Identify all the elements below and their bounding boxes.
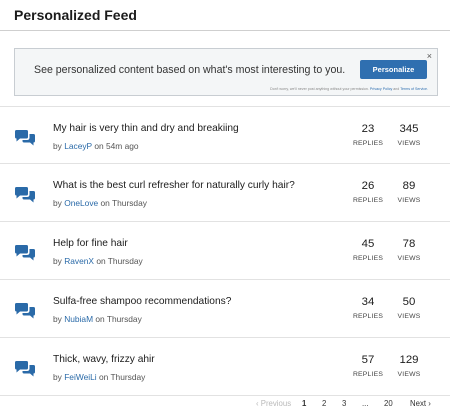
topic-title-link[interactable]: Sulfa-free shampoo recommendations? — [53, 296, 232, 307]
views-label: VIEWS — [397, 197, 421, 204]
topic-title-link[interactable]: Help for fine hair — [53, 238, 128, 249]
topic-meta: by FeiWeiLi on Thursday — [53, 372, 145, 382]
by-label: by — [53, 372, 62, 382]
views-count: 89 — [402, 180, 416, 192]
replies-label: REPLIES — [352, 140, 384, 147]
chat-bubbles-icon — [15, 303, 35, 319]
by-label: by — [53, 256, 62, 266]
views-label: VIEWS — [397, 255, 421, 262]
replies-label: REPLIES — [352, 197, 384, 204]
personalize-button[interactable]: Personalize — [360, 60, 427, 79]
views-stat: 129 VIEWS — [389, 354, 429, 378]
personalize-banner: See personalized content based on what's… — [14, 48, 438, 96]
topic-row[interactable]: Help for fine hair by RavenX on Thursday… — [0, 222, 450, 280]
chat-bubbles-icon — [15, 130, 35, 146]
topic-row[interactable]: Thick, wavy, frizzy ahir by FeiWeiLi on … — [0, 338, 450, 396]
views-label: VIEWS — [397, 140, 421, 147]
views-stat: 50 VIEWS — [389, 296, 429, 320]
by-label: by — [53, 314, 62, 324]
views-count: 129 — [399, 354, 419, 366]
replies-stat: 26 REPLIES — [348, 180, 388, 204]
page-title: Personalized Feed — [14, 7, 137, 23]
previous-page-link[interactable]: ‹ Previous — [256, 399, 292, 408]
topic-title-link[interactable]: My hair is very thin and dry and breakii… — [53, 123, 239, 134]
replies-count: 23 — [361, 123, 375, 135]
page-link-2[interactable]: 2 — [322, 399, 327, 408]
replies-stat: 57 REPLIES — [348, 354, 388, 378]
author-link[interactable]: NubiaM — [64, 314, 94, 324]
pagination: ‹ Previous 1 2 3 ... 20 Next › — [0, 399, 450, 413]
replies-label: REPLIES — [352, 255, 384, 262]
replies-count: 34 — [361, 296, 375, 308]
topic-row[interactable]: My hair is very thin and dry and breakii… — [0, 106, 450, 164]
replies-count: 45 — [361, 238, 375, 250]
author-link[interactable]: RavenX — [64, 256, 94, 266]
topic-meta: by RavenX on Thursday — [53, 256, 143, 266]
by-label: by — [53, 141, 62, 151]
topic-meta: by NubiaM on Thursday — [53, 314, 142, 324]
author-link[interactable]: LaceyP — [64, 141, 92, 151]
replies-label: REPLIES — [352, 313, 384, 320]
views-count: 345 — [399, 123, 419, 135]
replies-count: 26 — [361, 180, 375, 192]
chat-bubbles-icon — [15, 187, 35, 203]
posted-time: on Thursday — [95, 314, 142, 324]
page-ellipsis: ... — [362, 399, 369, 408]
views-label: VIEWS — [397, 371, 421, 378]
page-link-20[interactable]: 20 — [384, 399, 393, 408]
disclaimer-and: and — [393, 87, 400, 91]
topic-row[interactable]: What is the best curl refresher for natu… — [0, 164, 450, 222]
topic-list: My hair is very thin and dry and breakii… — [0, 106, 450, 396]
page-link-1[interactable]: 1 — [302, 399, 307, 408]
close-icon[interactable]: × — [426, 51, 432, 61]
replies-stat: 34 REPLIES — [348, 296, 388, 320]
chat-bubbles-icon — [15, 361, 35, 377]
banner-message: See personalized content based on what's… — [34, 64, 346, 76]
disclaimer-text: Don't worry, we'll never post anything w… — [270, 87, 369, 91]
author-link[interactable]: OneLove — [64, 198, 99, 208]
replies-stat: 45 REPLIES — [348, 238, 388, 262]
posted-time: on Thursday — [100, 198, 147, 208]
views-label: VIEWS — [397, 313, 421, 320]
views-count: 50 — [402, 296, 416, 308]
posted-time: on 54m ago — [94, 141, 139, 151]
views-count: 78 — [402, 238, 416, 250]
views-stat: 89 VIEWS — [389, 180, 429, 204]
title-divider — [0, 30, 450, 31]
views-stat: 345 VIEWS — [389, 123, 429, 147]
replies-label: REPLIES — [352, 371, 384, 378]
replies-count: 57 — [361, 354, 375, 366]
next-page-link[interactable]: Next › — [410, 399, 431, 408]
posted-time: on Thursday — [98, 372, 146, 382]
topic-title-link[interactable]: What is the best curl refresher for natu… — [53, 180, 295, 191]
banner-disclaimer: Don't worry, we'll never post anything w… — [270, 87, 428, 91]
topic-title-link[interactable]: Thick, wavy, frizzy ahir — [53, 354, 155, 365]
privacy-policy-link[interactable]: Privacy Policy — [369, 87, 393, 91]
replies-stat: 23 REPLIES — [348, 123, 388, 147]
terms-of-service-link[interactable]: Terms of Service. — [400, 87, 428, 91]
topic-meta: by OneLove on Thursday — [53, 198, 147, 208]
views-stat: 78 VIEWS — [389, 238, 429, 262]
topic-row[interactable]: Sulfa-free shampoo recommendations? by N… — [0, 280, 450, 338]
by-label: by — [53, 198, 62, 208]
page-link-3[interactable]: 3 — [342, 399, 347, 408]
posted-time: on Thursday — [96, 256, 143, 266]
topic-meta: by LaceyP on 54m ago — [53, 141, 139, 151]
chat-bubbles-icon — [15, 245, 35, 261]
author-link[interactable]: FeiWeiLi — [64, 372, 97, 382]
